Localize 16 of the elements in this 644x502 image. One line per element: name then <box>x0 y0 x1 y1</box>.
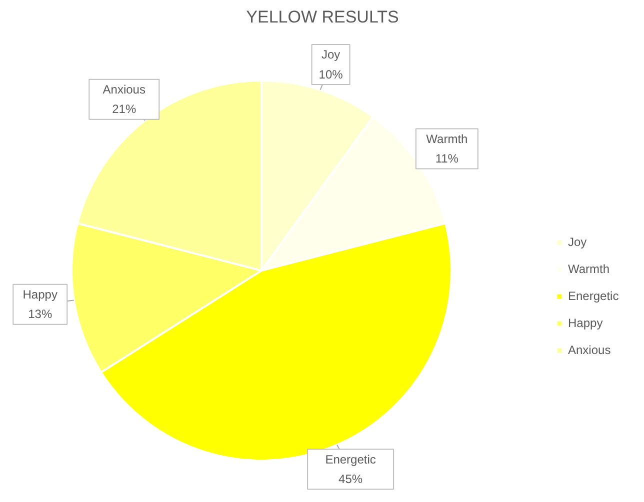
legend-label: Energetic <box>568 289 619 303</box>
data-label: 13% <box>28 307 52 322</box>
slice-label: Joy <box>321 48 340 62</box>
data-label: 45% <box>338 472 363 486</box>
data-label: 10% <box>318 67 344 82</box>
slice-label: Warmth <box>426 132 468 146</box>
slice-label: Energetic <box>325 452 376 466</box>
slice-label: Happy <box>22 288 58 302</box>
data-label: 11% <box>435 152 459 166</box>
chart-title: YELLOW RESULTS <box>246 8 399 26</box>
slice-label: Anxious <box>102 82 146 97</box>
legend-label: Joy <box>568 235 588 249</box>
legend-label: Happy <box>568 316 603 330</box>
data-label: 21% <box>112 102 136 116</box>
legend-label: Warmth <box>568 262 610 276</box>
legend-label: Anxious <box>568 343 611 357</box>
